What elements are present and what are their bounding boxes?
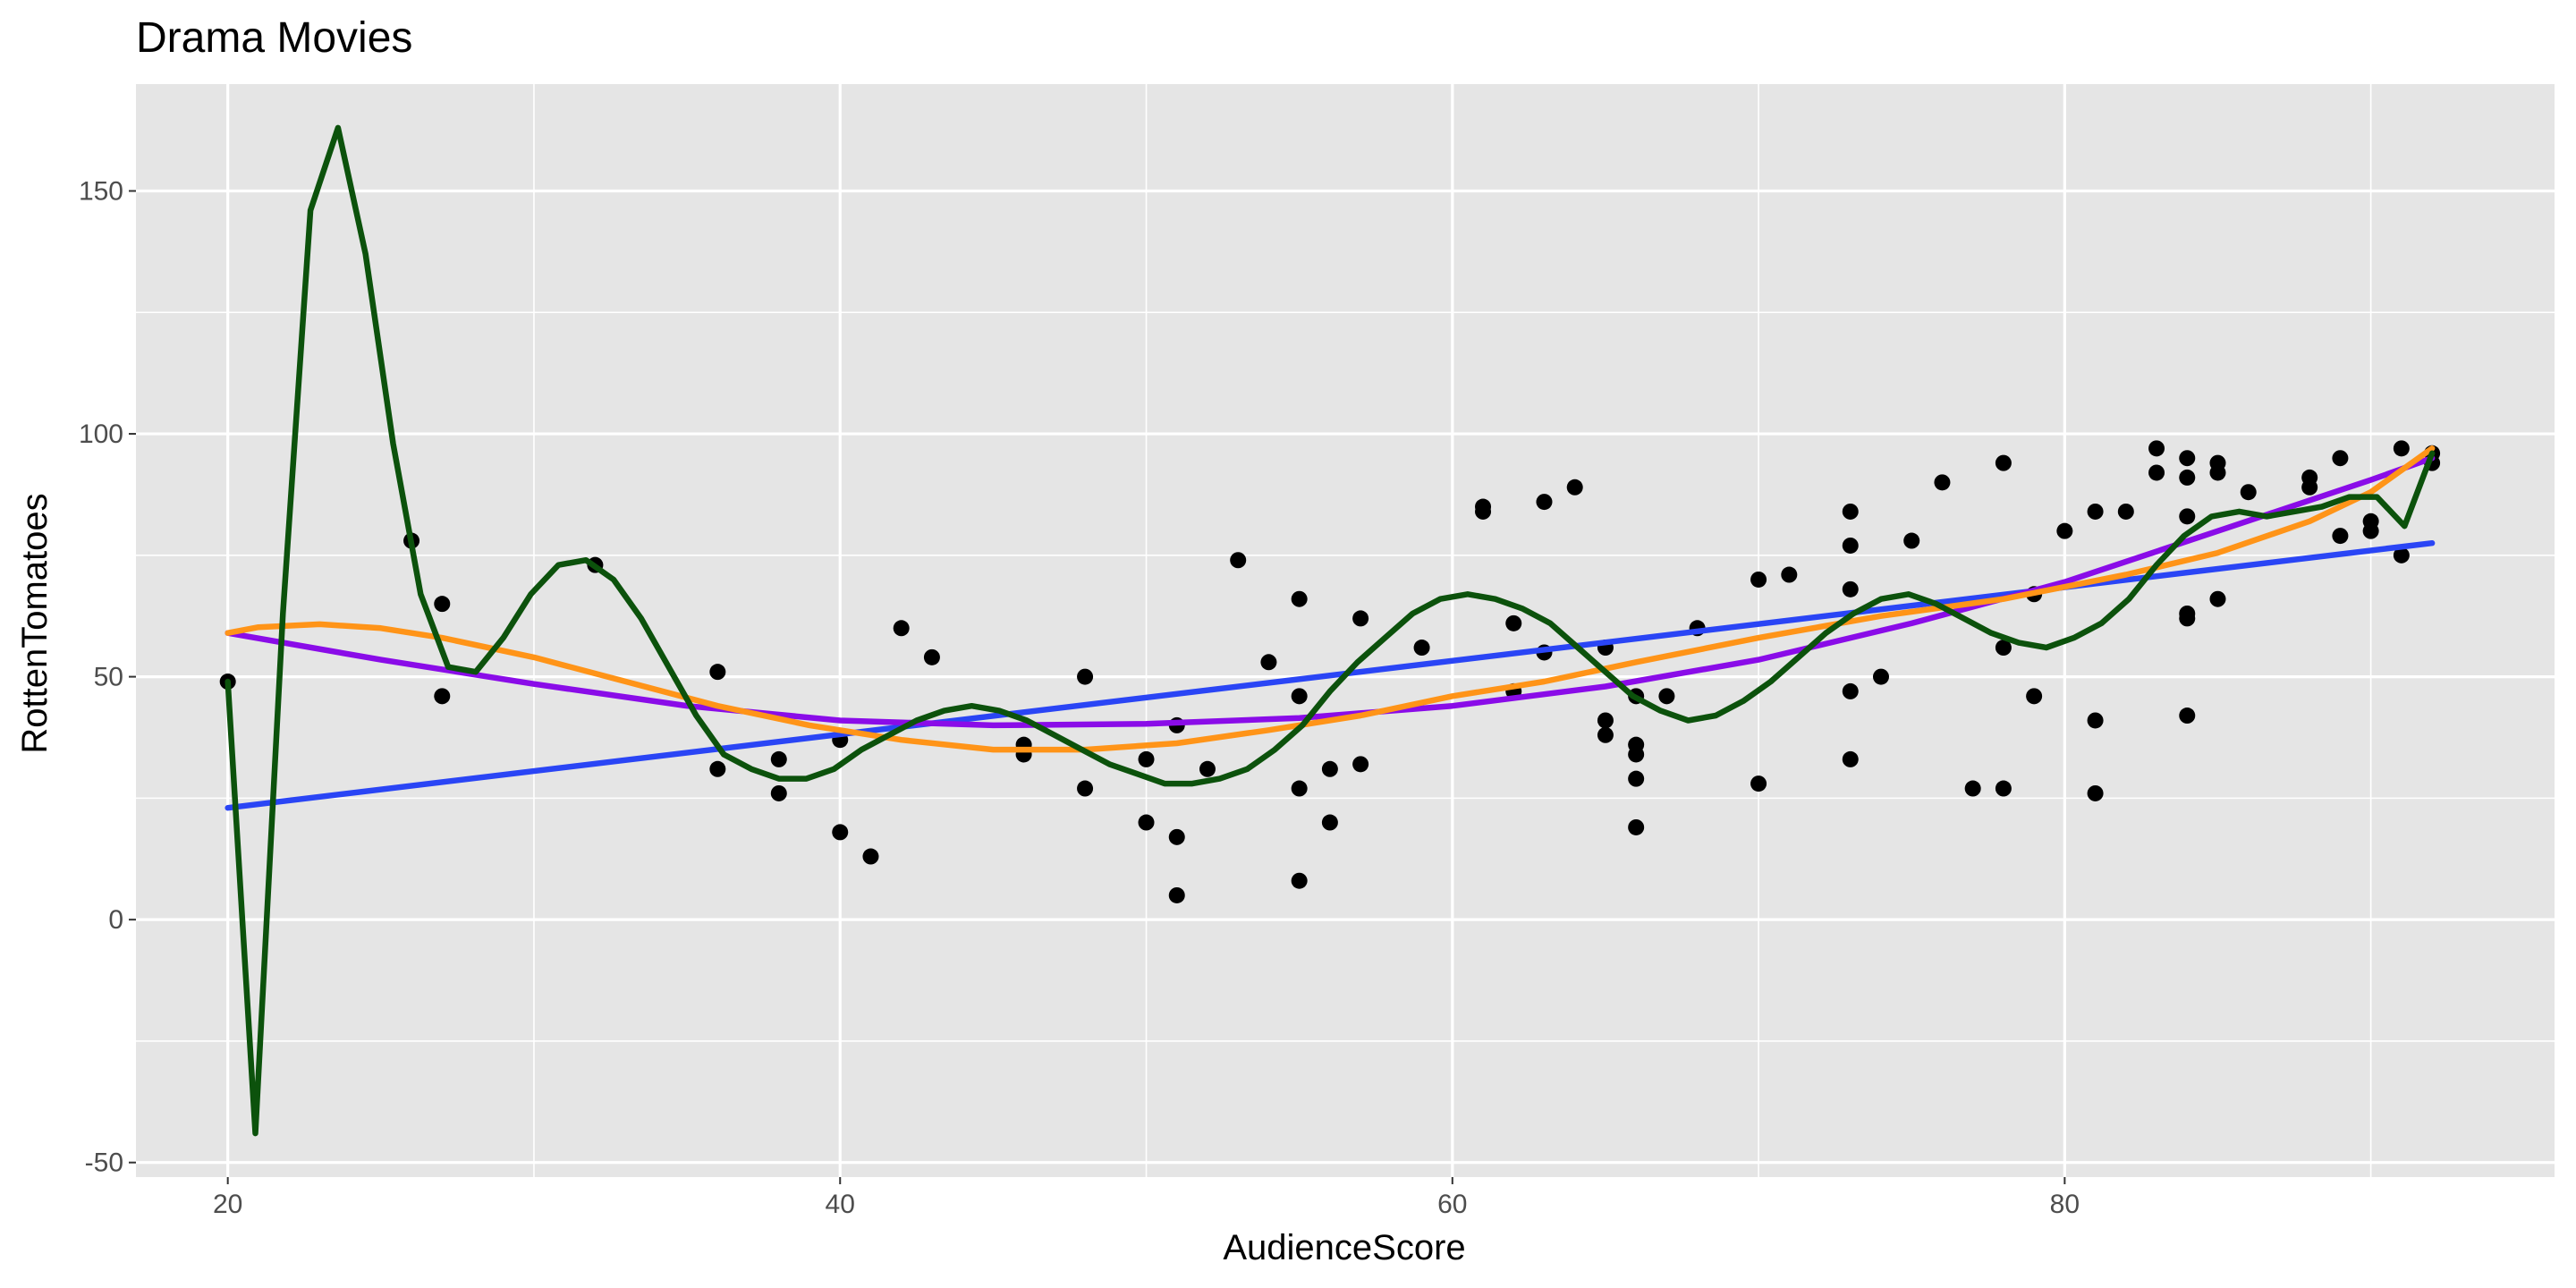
data-point <box>1750 571 1767 588</box>
data-point <box>1964 780 1981 797</box>
data-point <box>1230 552 1247 569</box>
data-point <box>1199 760 1216 777</box>
data-point <box>1077 780 1094 797</box>
data-point <box>1628 818 1645 835</box>
data-point <box>2087 503 2104 520</box>
data-point <box>1260 654 1277 671</box>
data-point <box>1995 640 2012 657</box>
data-point <box>1903 532 1920 549</box>
data-point <box>2332 528 2349 545</box>
data-point <box>2332 450 2349 467</box>
data-point <box>1321 760 1338 777</box>
x-tick-label: 20 <box>213 1190 242 1219</box>
minor-gridlines-y <box>136 311 2555 1042</box>
data-point <box>770 750 787 767</box>
y-axis-title: RottenTomatoes <box>15 493 55 753</box>
data-point <box>1352 756 1369 773</box>
data-point <box>1138 750 1155 767</box>
data-point <box>1597 712 1614 729</box>
data-point <box>1628 770 1645 787</box>
data-point <box>2393 440 2410 457</box>
data-point <box>1291 688 1308 705</box>
data-point <box>1413 640 1430 657</box>
data-point <box>2148 440 2165 457</box>
data-point <box>2179 508 2196 525</box>
data-point <box>709 760 726 777</box>
data-point <box>1934 474 1951 491</box>
data-point <box>1842 682 1859 699</box>
data-point <box>2179 450 2196 467</box>
data-point <box>709 664 726 681</box>
data-point <box>862 848 879 865</box>
data-point <box>434 688 451 705</box>
y-tick-label: 150 <box>79 176 123 206</box>
data-point <box>2179 610 2196 627</box>
y-tick-label: 50 <box>94 663 123 692</box>
y-axis: -50 0 50 100 150 <box>79 176 136 1178</box>
spline-fit-line <box>225 124 2436 1137</box>
x-tick-label: 40 <box>826 1190 855 1219</box>
data-point <box>2179 708 2196 724</box>
x-tick-label: 60 <box>1437 1190 1467 1219</box>
fit-lines <box>225 124 2436 1137</box>
data-point <box>1291 780 1308 797</box>
data-point <box>2026 688 2043 705</box>
data-point <box>1842 537 1859 554</box>
data-point <box>1872 668 1889 685</box>
data-point <box>434 596 451 613</box>
major-gridlines-y <box>136 189 2555 1165</box>
data-points <box>219 440 2441 903</box>
data-point <box>1352 610 1369 627</box>
data-point <box>893 620 910 637</box>
x-axis: 20 40 60 80 <box>213 1177 2080 1219</box>
data-point <box>1995 780 2012 797</box>
data-point <box>1628 746 1645 763</box>
data-point <box>832 824 849 841</box>
data-point <box>2362 522 2379 539</box>
loess-fit-line <box>225 445 2436 753</box>
data-point <box>1842 503 1859 520</box>
x-axis-title: AudienceScore <box>1223 1228 1465 1267</box>
data-point <box>1168 886 1185 903</box>
data-point <box>2148 464 2165 481</box>
data-point <box>2087 784 2104 801</box>
data-point <box>2209 464 2226 481</box>
data-point <box>1475 503 1492 520</box>
data-point <box>2393 547 2410 564</box>
data-point <box>1750 775 1767 792</box>
data-point <box>1291 872 1308 889</box>
data-point <box>1658 688 1675 705</box>
data-point <box>1781 566 1798 583</box>
data-point <box>2056 522 2073 539</box>
plot-panel <box>136 84 2555 1177</box>
data-point <box>1168 828 1185 845</box>
data-point <box>1138 814 1155 831</box>
chart-title: Drama Movies <box>136 14 412 62</box>
data-point <box>1842 750 1859 767</box>
data-point <box>2179 469 2196 486</box>
data-point <box>770 784 787 801</box>
data-point <box>1536 494 1553 511</box>
data-point <box>1077 668 1094 685</box>
minor-gridlines-x <box>533 84 2372 1177</box>
y-tick-label: 0 <box>108 905 123 935</box>
data-point <box>2301 479 2318 496</box>
data-point <box>2117 503 2134 520</box>
data-point <box>1597 726 1614 743</box>
data-point <box>1566 479 1583 496</box>
data-point <box>2240 484 2257 501</box>
data-point <box>2087 712 2104 729</box>
data-point <box>2209 590 2226 607</box>
data-point <box>923 648 940 665</box>
data-point <box>1995 454 2012 471</box>
data-point <box>1842 580 1859 597</box>
y-tick-label: -50 <box>85 1148 123 1178</box>
data-point <box>1291 590 1308 607</box>
y-tick-label: 100 <box>79 419 123 449</box>
data-point <box>1321 814 1338 831</box>
data-point <box>1505 614 1522 631</box>
x-tick-label: 80 <box>2050 1190 2080 1219</box>
